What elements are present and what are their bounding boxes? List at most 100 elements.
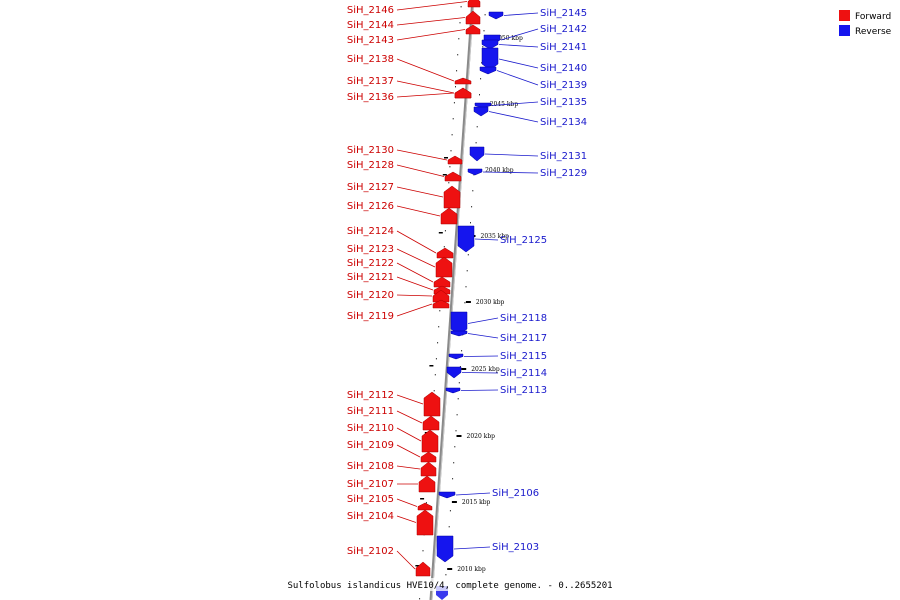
forward-gene-label: SiH_2136 bbox=[347, 92, 394, 103]
forward-gene-feature bbox=[416, 509, 434, 536]
reverse-gene-label: SiH_2118 bbox=[500, 313, 547, 324]
forward-gene-feature bbox=[423, 391, 441, 417]
forward-gene-feature bbox=[435, 256, 453, 278]
tick-dot bbox=[479, 94, 480, 96]
forward-gene-feature bbox=[436, 247, 454, 259]
tick-dot bbox=[458, 38, 460, 40]
forward-gene-leader bbox=[396, 149, 448, 161]
forward-gene-label: SiH_2121 bbox=[347, 272, 394, 283]
reverse-gene-leader bbox=[460, 389, 499, 391]
tick-dot bbox=[434, 374, 436, 376]
tick-dot bbox=[458, 382, 460, 384]
tick-dot bbox=[461, 350, 463, 352]
reverse-gene-leader bbox=[503, 12, 539, 16]
forward-gene-label: SiH_2102 bbox=[347, 546, 394, 557]
gene-labels: SiH_2146 SiH_2144 SiH_2143 SiH_2138 SiH_2137… bbox=[347, 5, 587, 557]
tick-dot bbox=[460, 6, 462, 8]
tick-dot bbox=[419, 598, 421, 600]
tick-dot bbox=[483, 30, 485, 32]
forward-gene-label: SiH_2146 bbox=[347, 5, 394, 16]
forward-gene-leader bbox=[396, 186, 444, 198]
reverse-gene-leader bbox=[488, 111, 539, 123]
reverse-gene-feature bbox=[479, 66, 497, 75]
caption-backdrop bbox=[300, 578, 600, 591]
minor-dash bbox=[444, 157, 448, 159]
tick-dot bbox=[450, 150, 452, 152]
tick-dot bbox=[455, 430, 457, 432]
forward-gene-feature bbox=[465, 24, 481, 35]
forward-gene-label: SiH_2144 bbox=[347, 20, 394, 31]
forward-gene-leader bbox=[396, 58, 455, 82]
tick-dot bbox=[481, 62, 483, 64]
forward-gene-leader bbox=[396, 303, 433, 317]
reverse-gene-leader bbox=[467, 333, 499, 339]
forward-gene-label: SiH_2138 bbox=[347, 54, 394, 65]
forward-gene-leader bbox=[396, 164, 445, 177]
forward-gene-label: SiH_2110 bbox=[347, 423, 394, 434]
kbp-tick-mark bbox=[465, 301, 471, 303]
forward-gene-leader bbox=[396, 550, 416, 570]
reverse-gene-leader bbox=[482, 171, 539, 174]
kbp-tick-label: 2035 kbp bbox=[481, 233, 510, 240]
reverse-gene-label: SiH_2115 bbox=[500, 351, 547, 362]
tick-dot bbox=[433, 390, 435, 392]
tick-dot bbox=[484, 14, 486, 16]
kbp-tick-label: 2030 kbp bbox=[476, 299, 505, 306]
reverse-gene-feature bbox=[445, 387, 461, 394]
minor-dash bbox=[415, 565, 420, 567]
tick-dot bbox=[453, 102, 455, 104]
tick-dot bbox=[452, 118, 454, 120]
tick-dot bbox=[472, 190, 474, 192]
minor-dash bbox=[442, 174, 447, 176]
reverse-gene-feature bbox=[457, 225, 475, 253]
tick-dot bbox=[448, 182, 450, 184]
reverse-gene-label: SiH_2139 bbox=[540, 80, 587, 91]
tick-dot bbox=[437, 342, 439, 344]
forward-gene-feature bbox=[433, 276, 451, 288]
forward-gene-leader bbox=[396, 465, 421, 470]
tick-dot bbox=[443, 246, 445, 248]
forward-gene-label: SiH_2124 bbox=[347, 226, 394, 237]
forward-gene-feature bbox=[417, 502, 433, 511]
kbp-tick-label: 2040 kbp bbox=[485, 167, 514, 174]
tick-dot bbox=[444, 230, 446, 232]
forward-gene-label: SiH_2143 bbox=[347, 35, 394, 46]
forward-gene-label: SiH_2107 bbox=[347, 479, 394, 490]
tick-dot bbox=[457, 398, 459, 400]
forward-gene-label: SiH_2130 bbox=[347, 145, 394, 156]
reverse-gene-leader bbox=[453, 546, 491, 550]
forward-gene-leader bbox=[396, 427, 422, 442]
tick-dot bbox=[454, 446, 456, 448]
forward-gene-leader bbox=[396, 394, 424, 405]
label-leaders bbox=[396, 1, 539, 570]
forward-gene-feature bbox=[432, 299, 450, 309]
tick-dot bbox=[453, 462, 455, 464]
forward-gene-label: SiH_2137 bbox=[347, 76, 394, 87]
forward-gene-leader bbox=[396, 248, 436, 268]
tick-dot bbox=[452, 478, 454, 480]
forward-gene-feature bbox=[465, 10, 481, 25]
reverse-gene-feature bbox=[473, 106, 489, 117]
tick-dot bbox=[459, 22, 461, 24]
tick-dot bbox=[449, 166, 451, 168]
legend: Forward Reverse bbox=[839, 10, 892, 37]
tick-dot bbox=[448, 526, 450, 528]
reverse-gene-feature bbox=[467, 168, 483, 176]
reverse-gene-label: SiH_2106 bbox=[492, 488, 539, 499]
tick-dot bbox=[455, 86, 456, 88]
forward-gene-label: SiH_2123 bbox=[347, 244, 394, 255]
reverse-gene-leader bbox=[498, 44, 539, 48]
forward-gene-leader bbox=[396, 29, 466, 41]
reverse-gene-label: SiH_2113 bbox=[500, 385, 547, 396]
forward-gene-feature bbox=[444, 171, 462, 182]
forward-gene-label: SiH_2105 bbox=[347, 494, 394, 505]
tick-dot bbox=[445, 574, 447, 576]
tick-dot bbox=[476, 126, 478, 128]
forward-gene-label: SiH_2127 bbox=[347, 182, 394, 193]
kbp-tick-label: 2010 kbp bbox=[457, 566, 486, 573]
forward-gene-label: SiH_2128 bbox=[347, 160, 394, 171]
legend-forward-label: Forward bbox=[855, 12, 891, 22]
kbp-tick-label: 2015 kbp bbox=[462, 499, 491, 506]
reverse-gene-label: SiH_2117 bbox=[500, 333, 547, 344]
